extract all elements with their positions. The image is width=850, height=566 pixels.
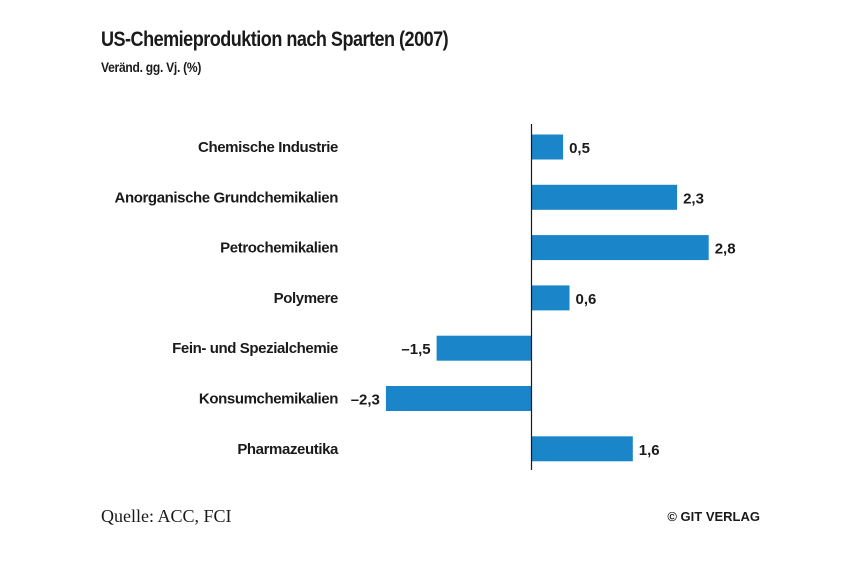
data-label: 1,6 (639, 442, 660, 459)
data-label: 0,6 (576, 291, 597, 308)
bar (531, 436, 633, 462)
chart-title: US-Chemieproduktion nach Sparten (2007) (101, 28, 449, 51)
category-label: Pharmazeutika (237, 441, 339, 458)
category-label: Fein- und Spezialchemie (172, 340, 338, 357)
category-label: Polymere (274, 290, 338, 307)
bar (531, 134, 564, 160)
bar (531, 285, 570, 311)
bar (531, 235, 709, 261)
category-label: Petrochemikalien (220, 240, 338, 257)
category-label: Chemische Industrie (198, 139, 338, 156)
bar (531, 184, 678, 210)
data-label: 2,8 (715, 241, 736, 258)
category-label: Konsumchemikalien (199, 391, 338, 408)
data-label: –2,3 (351, 392, 380, 409)
publisher-credit: © GIT VERLAG (667, 509, 760, 524)
source-note: Quelle: ACC, FCI (101, 506, 232, 526)
data-label: 0,5 (569, 140, 590, 157)
data-label: 2,3 (683, 190, 704, 207)
chart-subtitle: Veränd. gg. Vj. (%) (101, 59, 202, 75)
data-label: –1,5 (401, 341, 430, 358)
bar (436, 335, 532, 361)
category-label: Anorganische Grundchemikalien (115, 189, 339, 206)
bar (385, 386, 532, 411)
